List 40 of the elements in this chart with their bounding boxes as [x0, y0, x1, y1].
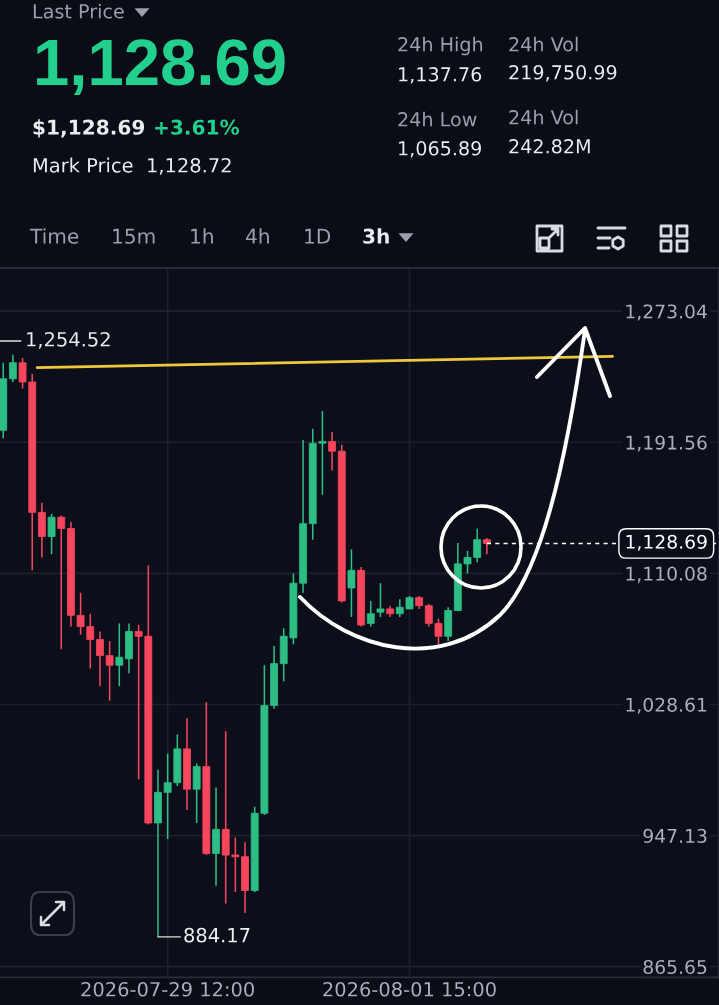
candlestick — [57, 514, 66, 650]
text: 1D — [305, 228, 331, 244]
text: 1,065.89 — [399, 141, 481, 158]
x-tick-label: 2026-08-01 15:00 — [323, 981, 496, 997]
y-tick-label: 1,110.08 — [626, 566, 707, 583]
y-tick-label: 1,273.04 — [626, 304, 707, 321]
candlestick — [192, 762, 201, 824]
text: Mark Price — [33, 157, 133, 173]
candlestick — [376, 582, 385, 618]
text: 1,137.76 — [399, 67, 482, 84]
text: 24h Low — [398, 111, 477, 127]
text: 24h Vol — [509, 36, 578, 52]
text: 24h Vol — [509, 109, 578, 125]
candlestick — [47, 513, 56, 555]
text: Time — [29, 228, 79, 244]
text: 15m — [113, 228, 155, 244]
candlestick — [8, 353, 17, 383]
annotation: 1,254.52 — [27, 331, 110, 349]
ref-line-label: 1,128.69 — [626, 534, 707, 551]
text: +3.61% — [155, 119, 240, 135]
text: 242.82M — [509, 139, 590, 154]
text: 1h — [191, 228, 213, 244]
text: 24h High — [398, 36, 483, 56]
text: 4h — [245, 228, 269, 244]
candlestick — [115, 622, 124, 687]
annotation: 884.17 — [184, 927, 250, 943]
y-tick-label: 947.13 — [643, 828, 707, 843]
chart-title: Last Price — [33, 3, 124, 19]
candlestick — [347, 548, 356, 618]
y-tick-label: 1,028.61 — [626, 697, 707, 714]
x-tick-label: 2026-07-29 12:00 — [81, 981, 254, 997]
text: $1,128.69 — [33, 119, 145, 138]
chart-subtitle: 1,128.69 — [37, 39, 285, 95]
candlestick — [328, 431, 336, 472]
y-tick-label: 865.65 — [643, 959, 707, 975]
candlestick — [366, 600, 375, 628]
text: 3h — [363, 228, 389, 244]
text: 1,128.72 — [148, 157, 231, 175]
y-tick-label: 1,191.56 — [626, 435, 707, 452]
text: 219,750.99 — [509, 65, 617, 82]
